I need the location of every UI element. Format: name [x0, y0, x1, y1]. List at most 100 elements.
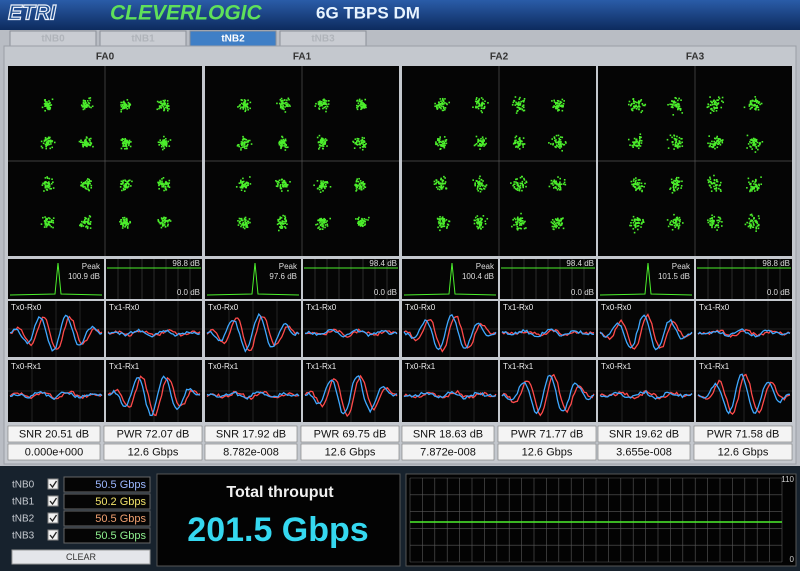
constellation-point: [314, 105, 317, 107]
constellation-point: [718, 97, 721, 100]
constellation-point: [633, 102, 636, 105]
constellation-point: [126, 140, 129, 143]
constellation-point: [632, 141, 635, 144]
logo-cleverlogic: CLEVERLOGIC: [110, 2, 263, 25]
constellation-point: [82, 182, 85, 184]
constellation-point: [321, 103, 324, 106]
constellation-point: [715, 190, 718, 192]
constellation-point: [514, 104, 517, 106]
constellation-point: [357, 105, 360, 108]
constellation-point: [242, 138, 245, 141]
constellation-point: [478, 181, 481, 184]
constellation-point: [518, 189, 521, 192]
constellation-point: [325, 221, 327, 224]
constellation-point: [158, 181, 160, 184]
clear-button[interactable]: [11, 549, 151, 565]
constellation-point: [755, 186, 758, 188]
constellation-point: [671, 182, 674, 185]
constellation-point: [715, 224, 718, 226]
constellation-point: [642, 221, 645, 223]
constellation-point: [129, 179, 131, 182]
peak-value: 100.9 dB: [68, 272, 100, 281]
constellation-point: [525, 227, 527, 229]
constellation-point: [323, 139, 325, 141]
constellation-point: [282, 181, 285, 184]
constellation-point: [561, 106, 563, 108]
constellation-point: [750, 186, 753, 188]
stream-checkbox[interactable]: [47, 495, 59, 507]
constellation-point: [356, 186, 359, 189]
constellation-point: [673, 148, 675, 150]
constellation-point: [320, 187, 323, 189]
constellation-point: [675, 221, 678, 223]
constellation-point: [515, 178, 517, 181]
constellation-point: [640, 111, 643, 114]
constellation-point: [714, 141, 717, 144]
constellation-point: [519, 104, 521, 106]
constellation-point: [442, 218, 444, 220]
constellation-point: [634, 223, 637, 225]
constellation-point: [676, 179, 679, 182]
constellation-point: [435, 181, 438, 184]
stat-box: [103, 443, 203, 461]
constellation-point: [709, 104, 712, 106]
constellation-point: [122, 107, 124, 110]
constellation-point: [363, 103, 365, 106]
constellation-point: [167, 185, 170, 187]
constellation-point: [319, 139, 322, 142]
constellation-point: [559, 185, 561, 188]
constellation-point: [558, 137, 560, 140]
constellation-point: [85, 221, 88, 223]
constellation-point: [46, 137, 49, 140]
constellation-point: [316, 136, 319, 139]
constellation-point: [289, 105, 291, 107]
constellation-point: [281, 178, 283, 181]
constellation-point: [280, 224, 283, 227]
constellation-point: [556, 225, 558, 227]
constellation-point: [522, 104, 525, 107]
constellation-point: [672, 181, 675, 184]
constellation-point: [757, 224, 760, 227]
constellation-point: [49, 141, 52, 143]
constellation-point: [477, 185, 479, 187]
constellation-point: [158, 183, 161, 186]
constellation-point: [160, 102, 162, 105]
constellation-point: [675, 178, 678, 180]
constellation-point: [245, 182, 247, 185]
constellation-point: [439, 221, 441, 224]
constellation-point: [752, 141, 754, 143]
stream-checkbox[interactable]: [47, 529, 59, 541]
constellation-point: [248, 218, 251, 220]
constellation-point: [357, 224, 360, 226]
constellation-point: [707, 103, 710, 105]
constellation-point: [561, 149, 563, 152]
constellation-point: [480, 224, 482, 227]
constellation-point: [124, 185, 127, 188]
constellation-point: [515, 135, 518, 138]
constellation-point: [523, 179, 526, 181]
constellation-point: [478, 177, 481, 180]
constellation-point: [519, 219, 521, 222]
constellation-point: [325, 102, 327, 105]
constellation-point: [524, 182, 526, 185]
constellation-point: [638, 218, 640, 220]
constellation-point: [285, 146, 288, 149]
constellation-point: [640, 136, 642, 139]
stream-checkbox[interactable]: [47, 512, 59, 524]
constellation-point: [438, 101, 440, 104]
stream-checkbox[interactable]: [47, 478, 59, 490]
constellation-point: [161, 183, 164, 186]
constellation-point: [480, 219, 483, 221]
constellation-point: [240, 141, 243, 143]
waveform-trace: [697, 373, 790, 415]
constellation-point: [162, 223, 164, 226]
constellation-point: [241, 144, 243, 147]
constellation-point: [755, 226, 758, 229]
constellation-point: [277, 184, 279, 186]
constellation-point: [759, 142, 762, 144]
waveform-trace: [107, 375, 201, 417]
constellation-point: [84, 138, 87, 141]
constellation-point: [88, 139, 91, 141]
constellation-point: [356, 184, 358, 186]
constellation-point: [157, 220, 160, 223]
